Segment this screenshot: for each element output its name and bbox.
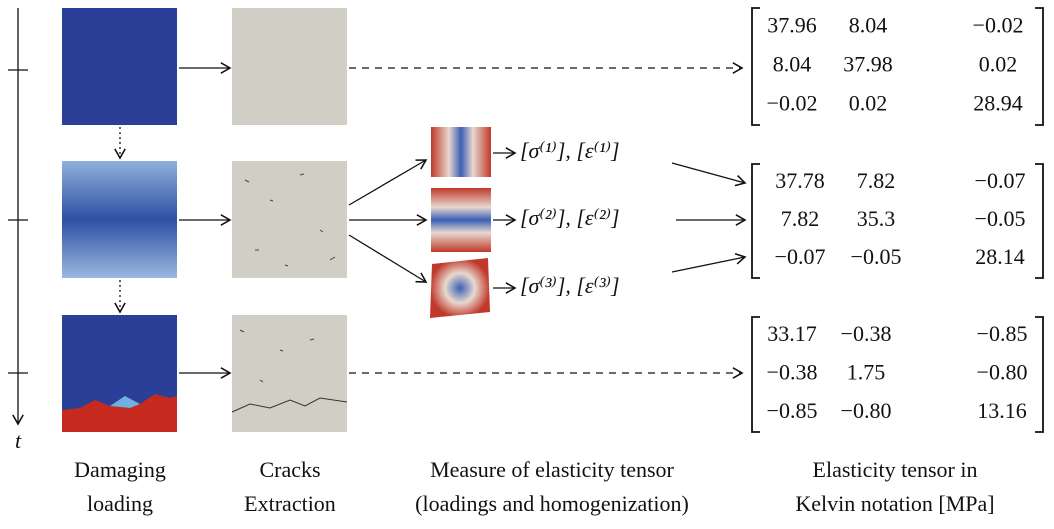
crack-image xyxy=(232,8,347,125)
matrix-entry: 1.75 xyxy=(847,360,886,385)
matrix-bracket xyxy=(752,8,760,125)
caption: Damaging xyxy=(74,457,166,482)
caption: Extraction xyxy=(244,491,336,516)
damage-image xyxy=(62,315,177,432)
diagram: t [σ⁽¹⁾], [ε⁽¹⁾] [σ⁽²⁾], [ε⁽²⁾] [σ⁽³⁾], [ε… xyxy=(0,0,1054,529)
matrix-bracket xyxy=(1035,317,1043,432)
matrix-entry: −0.02 xyxy=(767,91,818,116)
matrix-entry: −0.07 xyxy=(975,168,1026,193)
matrix-entry: −0.85 xyxy=(767,398,818,423)
matrix-entry: 8.04 xyxy=(773,52,812,77)
matrix-entry: 35.3 xyxy=(857,206,896,231)
matrix-entry: −0.38 xyxy=(841,321,892,346)
caption: (loadings and homogenization) xyxy=(415,491,689,516)
matrix-bracket xyxy=(752,317,760,432)
matrix-bracket xyxy=(1035,164,1043,278)
loading-image xyxy=(430,258,490,318)
matrix-entry: 33.17 xyxy=(767,321,817,346)
matrix-entry: −0.38 xyxy=(767,360,818,385)
matrix-entry: 0.02 xyxy=(849,91,888,116)
matrix-entry: 7.82 xyxy=(857,168,896,193)
matrix-entry: 28.14 xyxy=(975,244,1025,269)
caption: Elasticity tensor in xyxy=(813,457,978,482)
matrix-entry: 37.98 xyxy=(843,52,893,77)
loading-label: [σ⁽¹⁾], [ε⁽¹⁾] xyxy=(520,138,620,163)
crack-image xyxy=(232,315,347,432)
damage-image xyxy=(62,8,177,125)
matrix-entry: −0.80 xyxy=(841,398,892,423)
time-label: t xyxy=(15,428,22,453)
damage-image xyxy=(62,161,177,278)
caption: Cracks xyxy=(259,457,320,482)
matrix-entry: 28.94 xyxy=(973,91,1023,116)
matrix-entry: 0.02 xyxy=(979,52,1018,77)
matrix-entry: 7.82 xyxy=(781,206,820,231)
matrix-entry: −0.85 xyxy=(977,321,1028,346)
caption: Measure of elasticity tensor xyxy=(430,457,674,482)
crack-image xyxy=(232,161,347,278)
matrix-entry: 37.96 xyxy=(767,13,817,38)
matrix-entry: 8.04 xyxy=(849,13,888,38)
loading-image xyxy=(431,188,491,252)
matrix-entry: −0.07 xyxy=(775,244,826,269)
matrix-entry: −0.80 xyxy=(977,360,1028,385)
matrix-entry: −0.05 xyxy=(851,244,902,269)
caption: Kelvin notation [MPa] xyxy=(795,491,994,516)
matrix-bracket xyxy=(752,164,760,278)
loading-label: [σ⁽³⁾], [ε⁽³⁾] xyxy=(520,273,620,298)
loading-image xyxy=(431,127,491,177)
caption: loading xyxy=(87,491,153,516)
matrix-entry: −0.05 xyxy=(975,206,1026,231)
matrix-entry: 13.16 xyxy=(977,398,1027,423)
matrix-entry: −0.02 xyxy=(973,13,1024,38)
matrix-entry: 37.78 xyxy=(775,168,825,193)
time-axis: t xyxy=(8,8,28,453)
dynamic-layer: [σ⁽¹⁾], [ε⁽¹⁾] [σ⁽²⁾], [ε⁽²⁾] [σ⁽³⁾], [ε⁽³… xyxy=(74,8,1043,516)
matrix-bracket xyxy=(1035,8,1043,125)
loading-label: [σ⁽²⁾], [ε⁽²⁾] xyxy=(520,205,620,230)
